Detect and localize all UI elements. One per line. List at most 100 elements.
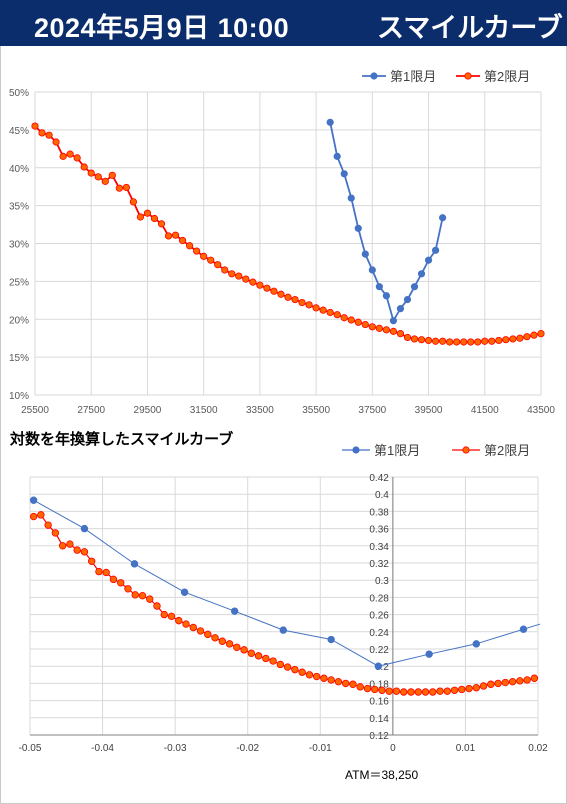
data-point-2 [167,612,176,621]
data-point-2 [263,284,271,292]
series-line-2 [33,514,535,693]
data-point-1 [389,317,398,325]
y-tick-label: 0.16 [369,697,389,708]
data-point-2 [73,154,81,162]
data-point-2 [530,331,538,339]
data-point-2 [495,336,503,345]
data-point-2 [45,131,53,139]
data-point-2 [400,688,408,696]
data-point-2 [396,330,405,338]
data-point-2 [254,652,263,660]
data-point-2 [354,318,362,326]
data-point-2 [178,236,187,245]
data-point-2 [368,323,376,331]
x-tick-label: 43500 [527,405,555,416]
data-point-2 [101,177,109,185]
data-point-2 [189,623,197,632]
data-point-2 [530,674,539,682]
data-point-2 [410,335,419,343]
data-point-2 [502,336,510,344]
data-point-2 [186,242,194,250]
data-point-2 [341,679,350,688]
x-tick-label: -0.04 [91,743,114,754]
data-point-1 [425,650,433,658]
data-point-1 [326,118,334,126]
data-point-2 [225,640,234,648]
data-point-2 [347,316,355,324]
data-point-2 [385,687,393,695]
data-point-1 [340,170,348,178]
legend-label-1: 第1限月 [374,443,420,458]
data-point-2 [196,627,205,635]
data-point-2 [382,326,390,334]
x-tick-label: 41500 [471,405,499,416]
data-point-2 [87,169,95,177]
data-point-2 [124,585,132,593]
y-tick-label: 0.3 [375,576,389,587]
data-point-2 [361,320,369,329]
legend-label-2: 第2限月 [484,69,530,84]
data-point-2 [108,171,116,179]
data-point-2 [256,281,264,289]
data-point-2 [421,688,430,696]
data-point-2 [414,688,422,696]
data-point-2 [407,688,415,696]
data-point-2 [214,261,222,269]
data-point-1 [80,524,89,533]
legend-marker-2 [464,72,472,80]
data-point-2 [340,314,348,322]
data-point-2 [193,247,201,255]
data-point-2 [66,150,74,158]
data-point-2 [277,290,285,298]
series-line-1 [329,122,444,324]
data-point-1 [472,640,481,648]
y-tick-label: 40% [9,164,29,175]
data-point-2 [31,122,39,130]
data-point-2 [305,671,314,679]
data-point-2 [249,278,257,286]
x-tick-label: 0.02 [528,743,548,754]
data-point-2 [73,546,81,554]
data-point-2 [319,306,327,314]
x-tick-label: -0.02 [236,743,259,754]
legend-marker-2 [462,446,470,454]
data-point-2 [481,337,489,345]
data-point-1 [347,194,355,202]
y-tick-label: 15% [9,353,29,364]
data-point-1 [519,625,528,633]
data-point-2 [516,677,524,685]
data-point-2 [247,649,256,657]
data-point-2 [270,287,278,295]
data-point-2 [494,679,502,688]
data-point-1 [410,283,419,291]
data-point-2 [378,686,386,694]
x-tick-label: 25500 [21,405,49,416]
data-point-1 [374,662,383,670]
plot-area [29,496,540,696]
data-point-2 [488,337,496,345]
x-tick-label: -0.03 [164,743,187,754]
data-point-1 [375,283,383,291]
data-point-2 [87,557,96,565]
data-point-2 [228,270,236,278]
data-point-2 [465,684,473,693]
data-point-2 [138,591,147,600]
data-point-2 [487,680,495,688]
header-title: スマイルカーブ [377,13,563,43]
x-tick-label: -0.01 [309,743,332,754]
data-point-2 [157,220,166,228]
legend-marker-1 [352,446,360,454]
data-point-2 [38,129,46,137]
data-point-2 [333,311,341,319]
data-point-2 [115,184,123,192]
data-point-2 [431,337,440,345]
data-point-2 [458,685,466,694]
data-point-2 [334,677,343,686]
data-point-2 [349,680,357,688]
data-point-2 [131,591,139,599]
data-point-2 [516,334,524,342]
legend-marker-1 [370,72,378,80]
data-point-2 [327,676,335,684]
data-point-2 [446,338,454,346]
data-point-2 [80,548,89,556]
